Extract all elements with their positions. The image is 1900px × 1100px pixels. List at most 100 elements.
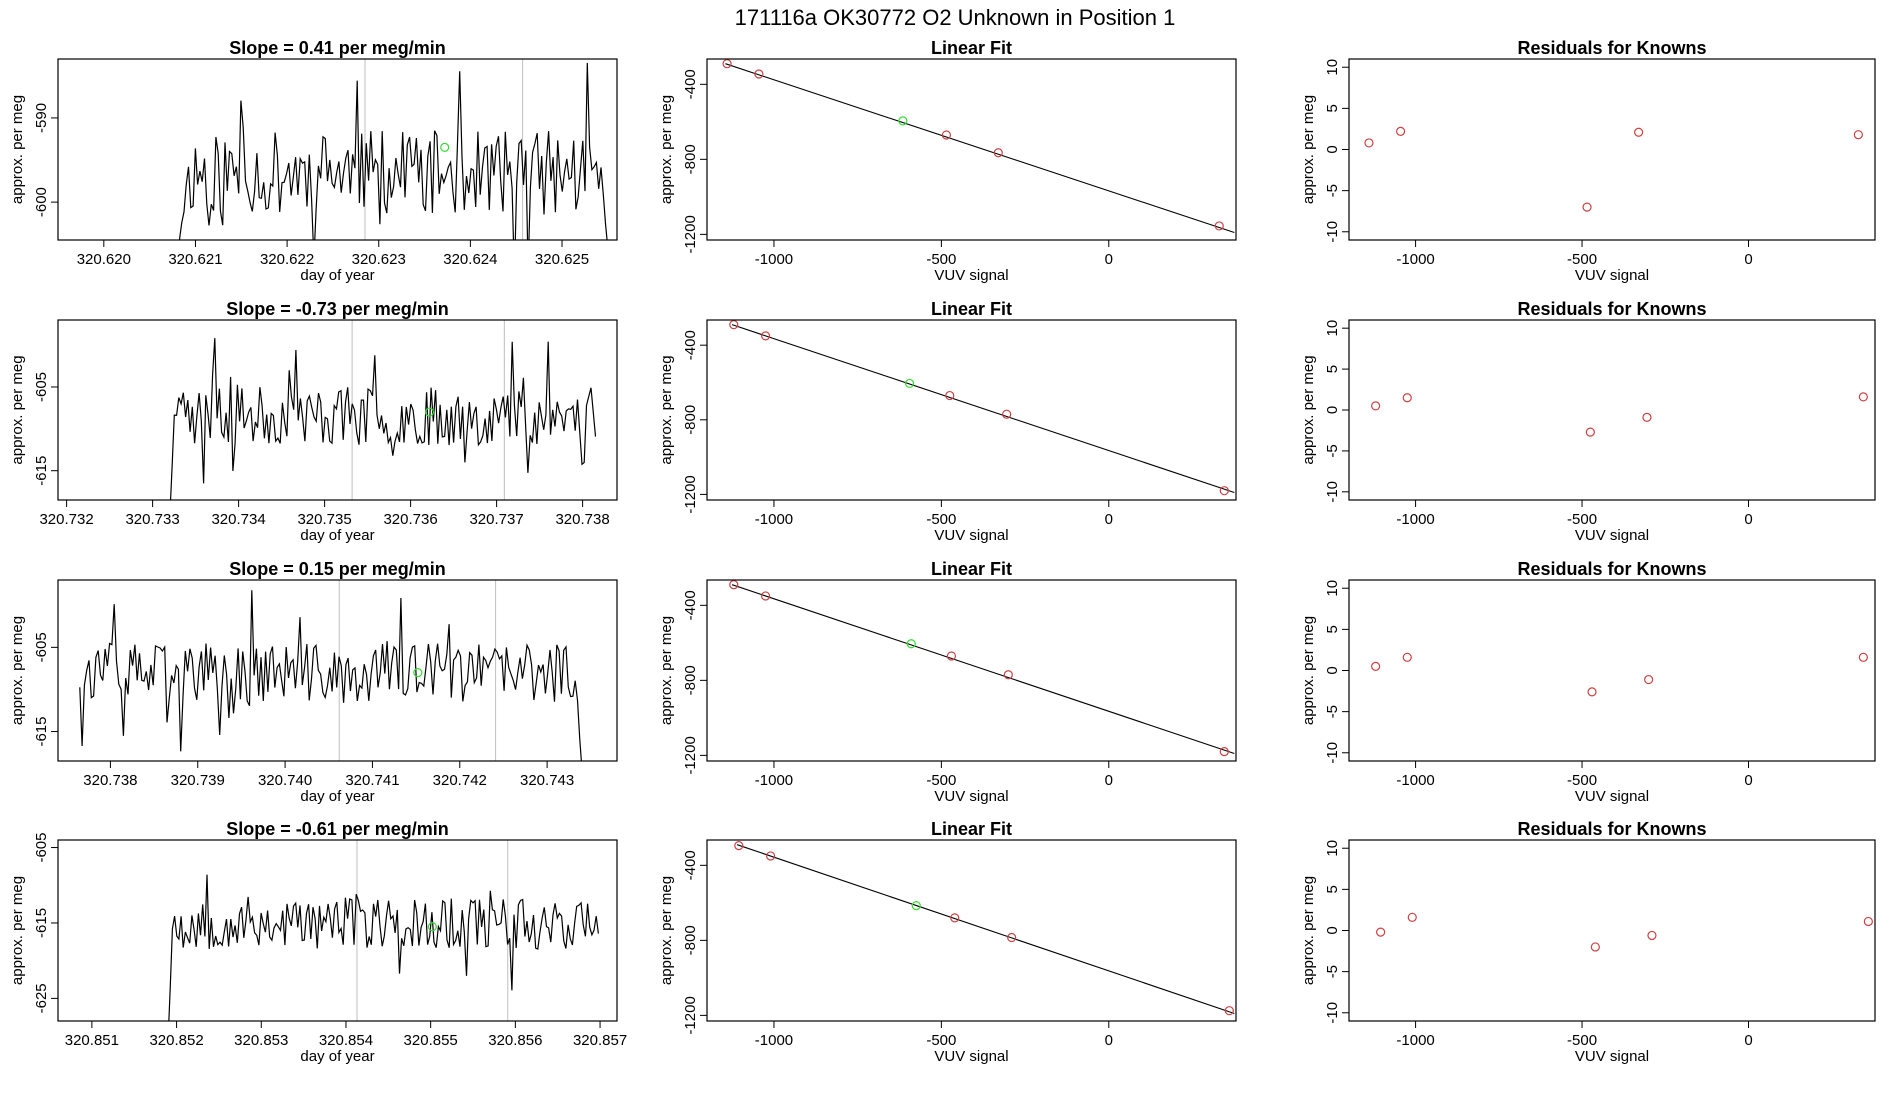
x-tick-label: -500 — [1567, 251, 1597, 268]
panel-title: Slope = 0.41 per meg/min — [229, 38, 446, 58]
x-axis-label: VUV signal — [1575, 267, 1649, 284]
x-tick-label: 0 — [1744, 511, 1752, 528]
y-axis-label: approx. per meg — [658, 876, 675, 985]
panel-2-3: Residuals for Knowns -1000 -500 0 VUV signal… — [1300, 299, 1876, 544]
x-tick-label: 320.736 — [383, 511, 437, 528]
panel-title: Slope = 0.15 per meg/min — [229, 559, 446, 579]
plot-frame — [1348, 839, 1876, 1022]
known-point — [1634, 127, 1644, 137]
x-tick-label: 0 — [1744, 772, 1752, 789]
y-tick-label: -605 — [33, 632, 50, 662]
plot-area — [79, 590, 582, 761]
y-tick-label: -10 — [1324, 481, 1341, 503]
y-tick-label: 10 — [1324, 840, 1341, 857]
y-tick-label: -590 — [33, 103, 50, 133]
known-point — [946, 651, 957, 661]
x-axis-label: day of year — [300, 527, 374, 544]
y-axis-label: approx. per meg — [658, 616, 675, 725]
y-tick-label: -10 — [1324, 221, 1341, 243]
x-tick-label: -500 — [1567, 1032, 1597, 1049]
fit-line — [736, 844, 1235, 1015]
page-title: 171116a OK30772 O2 Unknown in Position 1 — [735, 5, 1176, 30]
y-axis-label: approx. per meg — [9, 876, 26, 985]
x-axis-label: day of year — [300, 1048, 374, 1065]
y-tick-label: 0 — [1324, 926, 1341, 934]
known-point — [1219, 486, 1229, 496]
y-tick-label: 0 — [1324, 145, 1341, 153]
x-tick-label: 0 — [1744, 251, 1752, 268]
known-point — [1644, 674, 1654, 685]
y-tick-label: -1200 — [682, 736, 699, 774]
y-axis-label: approx. per meg — [658, 95, 675, 204]
y-tick-label: 10 — [1324, 59, 1341, 76]
x-tick-label: -500 — [1567, 772, 1597, 789]
x-tick-label: -1000 — [1396, 772, 1434, 789]
y-tick-label: 5 — [1324, 885, 1341, 893]
y-tick-label: -10 — [1324, 1002, 1341, 1024]
y-tick-label: -400 — [682, 850, 699, 880]
fit-line — [731, 584, 1235, 755]
y-tick-label: -400 — [682, 590, 699, 620]
known-point — [754, 69, 764, 79]
x-tick-label: -500 — [926, 772, 956, 789]
x-tick-label: 320.739 — [171, 772, 225, 789]
x-tick-label: 320.735 — [297, 511, 351, 528]
known-point — [1003, 670, 1013, 680]
y-tick-label: 0 — [1324, 666, 1341, 674]
x-tick-label: 320.853 — [234, 1032, 288, 1049]
y-tick-label: -5 — [1324, 965, 1341, 978]
x-tick-label: 320.742 — [433, 772, 487, 789]
x-tick-label: 320.624 — [443, 251, 497, 268]
known-point — [729, 580, 739, 590]
x-tick-label: 320.855 — [404, 1032, 458, 1049]
known-point — [1364, 138, 1374, 148]
x-tick-label: -500 — [926, 251, 956, 268]
known-point — [1585, 427, 1595, 437]
y-tick-label: -800 — [682, 665, 699, 695]
known-point — [1858, 652, 1868, 662]
x-tick-label: -500 — [926, 1032, 956, 1049]
known-point — [1587, 687, 1597, 697]
x-tick-label: 320.851 — [65, 1032, 119, 1049]
plot-frame — [1348, 319, 1876, 501]
y-tick-label: -1200 — [682, 215, 699, 253]
y-tick-label: 5 — [1324, 104, 1341, 112]
unknown-point — [424, 407, 435, 417]
known-point — [1219, 747, 1229, 757]
known-point — [1376, 927, 1386, 937]
plot-frame — [706, 579, 1237, 762]
panel-1-3: Residuals for Knowns -1000 -500 0 VUV signal… — [1300, 38, 1876, 284]
plot-frame — [57, 58, 618, 241]
x-tick-label: -500 — [926, 511, 956, 528]
x-axis-label: day of year — [300, 788, 374, 805]
plot-frame — [706, 319, 1237, 501]
x-tick-label: 320.623 — [352, 251, 406, 268]
plot-frame — [1348, 579, 1876, 762]
x-axis-label: VUV signal — [1575, 788, 1649, 805]
known-point — [1002, 409, 1012, 419]
unknown-point — [413, 668, 423, 678]
plot-area — [734, 841, 1235, 1016]
plot-area — [1371, 652, 1868, 697]
plot-frame — [1348, 58, 1876, 241]
known-point — [993, 148, 1003, 158]
x-tick-label: 0 — [1744, 1032, 1752, 1049]
y-tick-label: 5 — [1324, 365, 1341, 373]
known-point — [1371, 401, 1381, 411]
known-point — [760, 591, 771, 601]
panel-title: Residuals for Knowns — [1517, 299, 1706, 319]
x-tick-label: 320.732 — [39, 511, 93, 528]
x-tick-label: 320.734 — [211, 511, 265, 528]
y-axis-label: approx. per meg — [1300, 616, 1317, 725]
panel-title: Residuals for Knowns — [1517, 38, 1706, 58]
known-point — [1371, 661, 1381, 671]
x-tick-label: -1000 — [755, 511, 793, 528]
panel-3-3: Residuals for Knowns -1000 -500 0 VUV signal… — [1300, 559, 1876, 805]
unknown-point — [440, 142, 450, 152]
plot-area — [1371, 392, 1868, 437]
panel-2-2: Linear Fit -1000 -500 0 VUV signal -1200 -800 -… — [658, 299, 1237, 544]
plot-frame — [706, 58, 1237, 241]
series-line — [169, 338, 597, 500]
plot-area — [178, 62, 608, 240]
known-point — [1396, 126, 1406, 136]
